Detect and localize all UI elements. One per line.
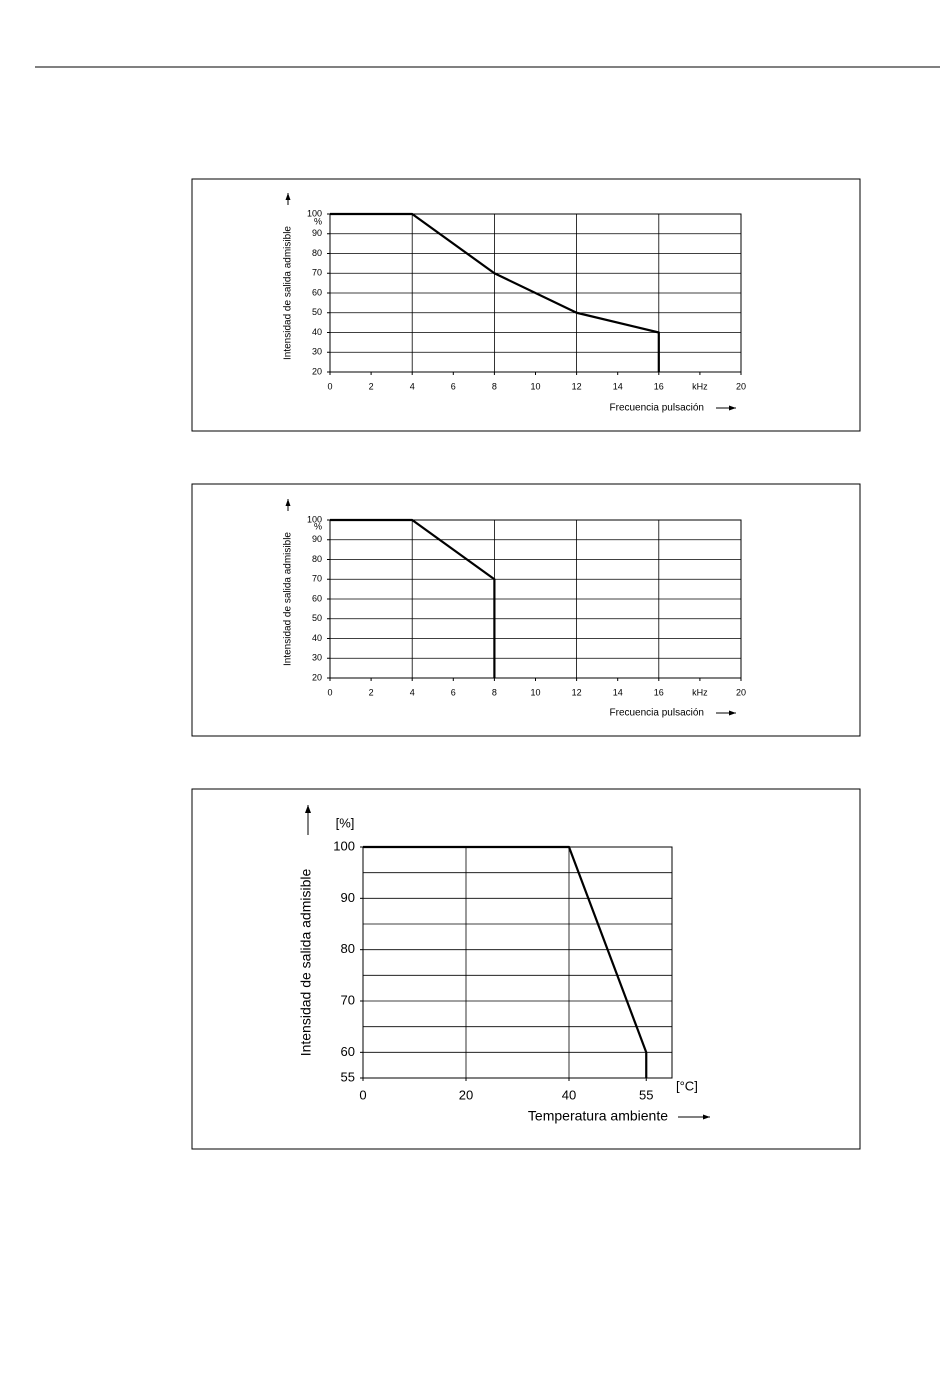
- chart-frame: [191, 178, 861, 432]
- x-arrow-head: [729, 710, 736, 716]
- y-tick-label: 100: [307, 208, 322, 218]
- y-tick-label: 60: [312, 593, 322, 603]
- y-tick-label: 55: [341, 1069, 355, 1084]
- y-tick-label: 70: [341, 992, 355, 1007]
- x-tick-label: 0: [359, 1087, 366, 1102]
- x-tick-label: 0: [327, 687, 332, 697]
- y-tick-label: 50: [312, 613, 322, 623]
- y-tick-label: 90: [312, 228, 322, 238]
- x-tick-label: 4: [410, 687, 415, 697]
- x-unit: [°C]: [676, 1078, 698, 1093]
- y-tick-label: 20: [312, 366, 322, 376]
- x-tick-label: 20: [736, 687, 746, 697]
- y-tick-label: 60: [341, 1044, 355, 1059]
- y-tick-label: 80: [312, 248, 322, 258]
- y-tick-label: 80: [341, 941, 355, 956]
- y-axis-label: Intensidad de salida admisible: [283, 226, 294, 360]
- y-axis-label: Intensidad de salida admisible: [283, 532, 294, 666]
- x-tick-label: 0: [327, 381, 332, 391]
- y-tick-label: 80: [312, 554, 322, 564]
- x-arrow-head: [703, 1114, 710, 1120]
- y-axis-label: Intensidad de salida admisible: [298, 869, 314, 1057]
- y-tick-label: 90: [312, 534, 322, 544]
- y-tick-label: 90: [341, 890, 355, 905]
- y-tick-label: 100: [307, 514, 322, 524]
- x-tick-label: 12: [572, 381, 582, 391]
- y-unit: %: [314, 216, 322, 226]
- y-unit: [%]: [336, 815, 355, 830]
- y-tick-label: 100: [333, 838, 355, 853]
- data-line: [330, 212, 660, 372]
- x-tick-label: 2: [369, 381, 374, 391]
- x-tick-label: 40: [562, 1087, 576, 1102]
- x-tick-label: kHz: [692, 687, 708, 697]
- x-tick-label: 10: [530, 381, 540, 391]
- x-tick-label: 8: [492, 687, 497, 697]
- x-tick-label: 14: [613, 687, 623, 697]
- chart-frame: [191, 483, 861, 737]
- x-axis-label: Frecuencia pulsación: [610, 708, 705, 719]
- y-tick-label: 70: [312, 268, 322, 278]
- x-arrow-head: [729, 405, 736, 411]
- x-axis-label: Temperatura ambiente: [528, 1108, 668, 1124]
- y-tick-label: 40: [312, 327, 322, 337]
- x-tick-label: 20: [736, 381, 746, 391]
- data-line: [363, 845, 648, 1078]
- x-tick-label: 16: [654, 381, 664, 391]
- x-tick-label: 12: [572, 687, 582, 697]
- y-tick-label: 40: [312, 633, 322, 643]
- y-tick-label: 20: [312, 672, 322, 682]
- x-tick-label: 14: [613, 381, 623, 391]
- plot-area: [362, 846, 673, 1079]
- x-tick-label: kHz: [692, 381, 708, 391]
- x-tick-label: 55: [639, 1087, 653, 1102]
- x-tick-label: 4: [410, 381, 415, 391]
- y-tick-label: 30: [312, 347, 322, 357]
- y-unit: %: [314, 521, 322, 531]
- x-tick-label: 6: [451, 381, 456, 391]
- y-tick-label: 30: [312, 653, 322, 663]
- x-tick-label: 8: [492, 381, 497, 391]
- y-arrow-head: [305, 805, 311, 813]
- data-line: [330, 518, 496, 678]
- x-tick-label: 20: [459, 1087, 473, 1102]
- x-tick-label: 6: [451, 687, 456, 697]
- x-tick-label: 10: [530, 687, 540, 697]
- chart-frame: [191, 788, 861, 1150]
- y-tick-label: 60: [312, 287, 322, 297]
- x-tick-label: 16: [654, 687, 664, 697]
- y-tick-label: 70: [312, 574, 322, 584]
- x-tick-label: 2: [369, 687, 374, 697]
- y-tick-label: 50: [312, 307, 322, 317]
- x-axis-label: Frecuencia pulsación: [610, 403, 705, 414]
